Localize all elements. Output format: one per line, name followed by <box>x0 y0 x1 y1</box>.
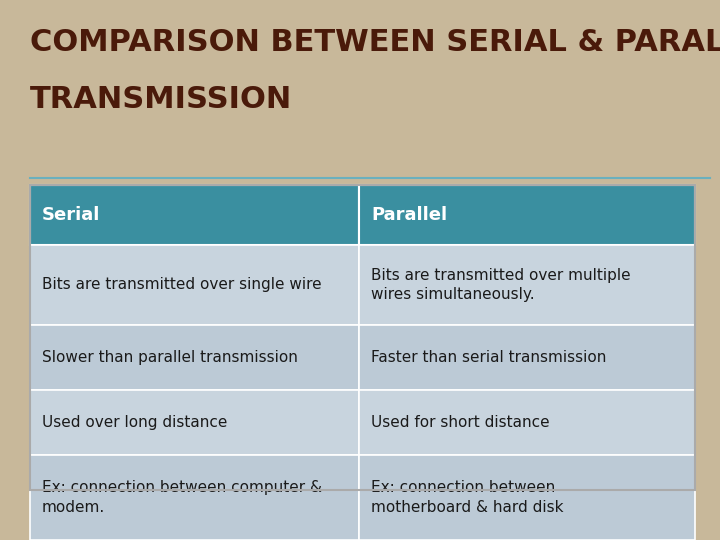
Text: TRANSMISSION: TRANSMISSION <box>30 85 292 114</box>
Text: Ex: connection between computer &
modem.: Ex: connection between computer & modem. <box>42 480 322 515</box>
Text: Serial: Serial <box>42 206 100 224</box>
Text: Bits are transmitted over single wire: Bits are transmitted over single wire <box>42 278 322 293</box>
Bar <box>30 245 359 325</box>
Bar <box>359 185 695 245</box>
Bar <box>30 185 695 490</box>
Text: Used for short distance: Used for short distance <box>372 415 550 430</box>
Bar <box>30 185 359 245</box>
Bar <box>30 325 359 390</box>
Bar <box>30 455 359 540</box>
Text: Faster than serial transmission: Faster than serial transmission <box>372 350 606 365</box>
Bar <box>359 455 695 540</box>
Bar <box>359 245 695 325</box>
Text: Parallel: Parallel <box>372 206 447 224</box>
Text: Ex: connection between
motherboard & hard disk: Ex: connection between motherboard & har… <box>372 480 564 515</box>
Bar <box>30 390 359 455</box>
Text: Bits are transmitted over multiple
wires simultaneously.: Bits are transmitted over multiple wires… <box>372 268 631 302</box>
Bar <box>359 325 695 390</box>
Text: COMPARISON BETWEEN SERIAL & PARALLEL: COMPARISON BETWEEN SERIAL & PARALLEL <box>30 28 720 57</box>
Text: Slower than parallel transmission: Slower than parallel transmission <box>42 350 298 365</box>
Bar <box>359 390 695 455</box>
Text: Used over long distance: Used over long distance <box>42 415 228 430</box>
